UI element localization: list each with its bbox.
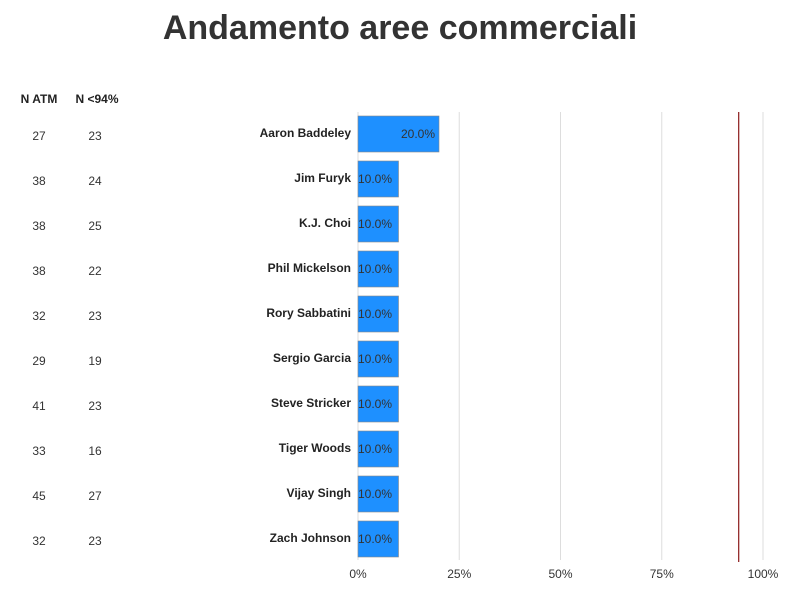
table-cell: 24 <box>88 174 102 188</box>
table-cell: 23 <box>88 129 102 143</box>
category-label: Rory Sabbatini <box>266 306 351 320</box>
x-tick-label: 25% <box>447 567 471 581</box>
table-cell: 16 <box>88 444 102 458</box>
bar <box>357 115 440 153</box>
value-label: 10.0% <box>358 442 392 456</box>
table-cell: 38 <box>32 264 46 278</box>
bar <box>357 430 399 468</box>
table-cell: 32 <box>32 534 46 548</box>
category-label: Aaron Baddeley <box>260 126 352 140</box>
value-label: 10.0% <box>358 217 392 231</box>
table-cell: 22 <box>88 264 102 278</box>
value-label: 10.0% <box>358 532 392 546</box>
bar <box>357 475 399 513</box>
bar <box>357 520 399 558</box>
value-label: 10.0% <box>358 262 392 276</box>
category-label: Phil Mickelson <box>268 261 351 275</box>
category-label: K.J. Choi <box>299 216 351 230</box>
x-tick-label: 75% <box>650 567 674 581</box>
value-label: 10.0% <box>358 172 392 186</box>
x-tick-label: 0% <box>349 567 367 581</box>
table-cell: 23 <box>88 534 102 548</box>
value-label: 10.0% <box>358 307 392 321</box>
table-cell: 27 <box>32 129 46 143</box>
bar <box>357 340 399 378</box>
table-cell: 23 <box>88 309 102 323</box>
value-label: 10.0% <box>358 487 392 501</box>
table-cell: 25 <box>88 219 102 233</box>
x-tick-label: 50% <box>548 567 572 581</box>
x-tick-label: 100% <box>748 567 779 581</box>
bar <box>357 160 399 198</box>
category-label: Steve Stricker <box>271 396 351 410</box>
table-cell: 45 <box>32 489 46 503</box>
column-header: N ATM <box>21 92 58 106</box>
table-cell: 38 <box>32 174 46 188</box>
value-label: 10.0% <box>358 352 392 366</box>
table-cell: 38 <box>32 219 46 233</box>
category-label: Zach Johnson <box>270 531 351 545</box>
category-label: Jim Furyk <box>294 171 351 185</box>
table-cell: 29 <box>32 354 46 368</box>
table-cell: 23 <box>88 399 102 413</box>
table-cell: 41 <box>32 399 46 413</box>
category-label: Tiger Woods <box>279 441 352 455</box>
column-header: N <94% <box>75 92 118 106</box>
category-label: Vijay Singh <box>287 486 351 500</box>
value-label: 20.0% <box>401 127 435 141</box>
bar <box>357 295 399 333</box>
bar <box>357 250 399 288</box>
table-cell: 27 <box>88 489 102 503</box>
category-label: Sergio Garcia <box>273 351 351 365</box>
table-cell: 32 <box>32 309 46 323</box>
table-cell: 33 <box>32 444 46 458</box>
chart-title: Andamento aree commerciali <box>163 9 637 47</box>
value-label: 10.0% <box>358 397 392 411</box>
bar <box>357 385 399 423</box>
table-cell: 19 <box>88 354 102 368</box>
bar <box>357 205 399 243</box>
